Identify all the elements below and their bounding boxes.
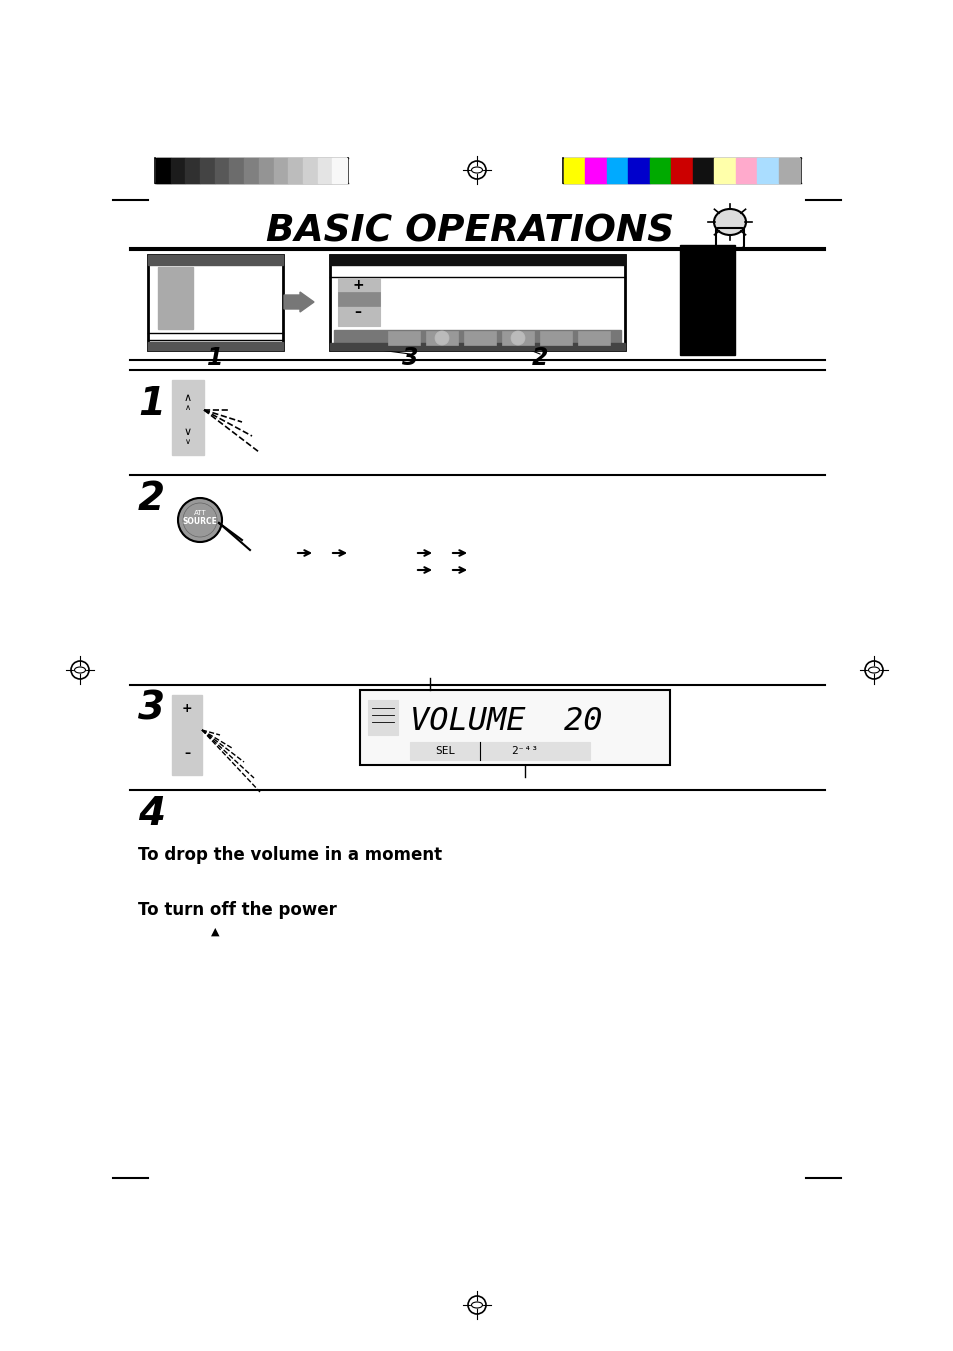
Circle shape (511, 331, 524, 345)
Bar (317, 158, 332, 182)
Bar (288, 158, 303, 182)
Bar (388, 331, 419, 345)
Bar (334, 330, 620, 346)
Bar (501, 331, 534, 345)
Text: To drop the volume in a moment: To drop the volume in a moment (138, 846, 441, 865)
Bar (332, 158, 347, 182)
Bar (274, 158, 288, 182)
Bar (172, 380, 204, 455)
Bar (735, 158, 757, 182)
Bar (185, 158, 200, 182)
Bar (214, 158, 230, 182)
Ellipse shape (74, 667, 86, 673)
Bar (148, 255, 283, 350)
Ellipse shape (471, 1302, 482, 1308)
Bar (171, 158, 185, 182)
Text: ∧: ∧ (185, 404, 191, 412)
Bar (230, 158, 244, 182)
Bar (539, 331, 572, 345)
Bar (330, 343, 624, 350)
Text: –: – (355, 305, 361, 319)
Bar (258, 158, 274, 182)
Bar (563, 158, 585, 182)
Bar (671, 158, 692, 182)
Bar (778, 158, 800, 182)
Bar (158, 267, 193, 330)
Text: 1: 1 (138, 385, 165, 423)
Bar (410, 742, 589, 761)
Bar (649, 158, 671, 182)
FancyArrow shape (284, 292, 314, 312)
Bar (148, 255, 283, 265)
Text: 3: 3 (401, 346, 417, 370)
Text: VOLUME  20: VOLUME 20 (410, 707, 602, 738)
Bar (757, 158, 778, 182)
Bar (172, 694, 202, 775)
Text: 2: 2 (138, 480, 165, 517)
Text: BASIC OPERATIONS: BASIC OPERATIONS (266, 213, 674, 249)
Bar (200, 158, 214, 182)
Bar (330, 255, 624, 265)
Text: ▲: ▲ (211, 927, 219, 938)
Bar (359, 690, 669, 765)
Bar (692, 158, 714, 182)
Text: –: – (184, 747, 190, 759)
Circle shape (178, 499, 222, 542)
Bar (330, 255, 624, 350)
Text: SOURCE: SOURCE (182, 516, 217, 526)
Bar (585, 158, 606, 182)
Bar (628, 158, 649, 182)
Bar (714, 158, 735, 182)
Text: 2: 2 (531, 346, 548, 370)
Circle shape (435, 331, 449, 345)
Bar (426, 331, 457, 345)
Bar (606, 158, 628, 182)
Bar (463, 331, 496, 345)
Text: ∨: ∨ (185, 438, 191, 446)
Text: SEL: SEL (435, 746, 455, 757)
Text: To turn off the power: To turn off the power (138, 901, 336, 919)
Bar (244, 158, 258, 182)
Bar (368, 700, 397, 735)
Bar (303, 158, 317, 182)
Text: 4: 4 (138, 794, 165, 834)
Text: +: + (181, 703, 193, 716)
Ellipse shape (714, 209, 744, 234)
Text: ∨: ∨ (184, 427, 192, 436)
Ellipse shape (471, 168, 482, 173)
Ellipse shape (867, 667, 879, 673)
Text: +: + (352, 278, 363, 292)
Bar (578, 331, 609, 345)
Text: 3: 3 (138, 690, 165, 728)
Bar (337, 292, 379, 305)
Bar (156, 158, 171, 182)
Bar (148, 342, 283, 350)
Text: ∧: ∧ (184, 393, 192, 403)
Text: ATT: ATT (193, 509, 206, 516)
Bar (679, 245, 734, 355)
Text: 1: 1 (207, 346, 223, 370)
Text: 2⁻⁴³: 2⁻⁴³ (511, 746, 537, 757)
Bar (337, 278, 379, 326)
